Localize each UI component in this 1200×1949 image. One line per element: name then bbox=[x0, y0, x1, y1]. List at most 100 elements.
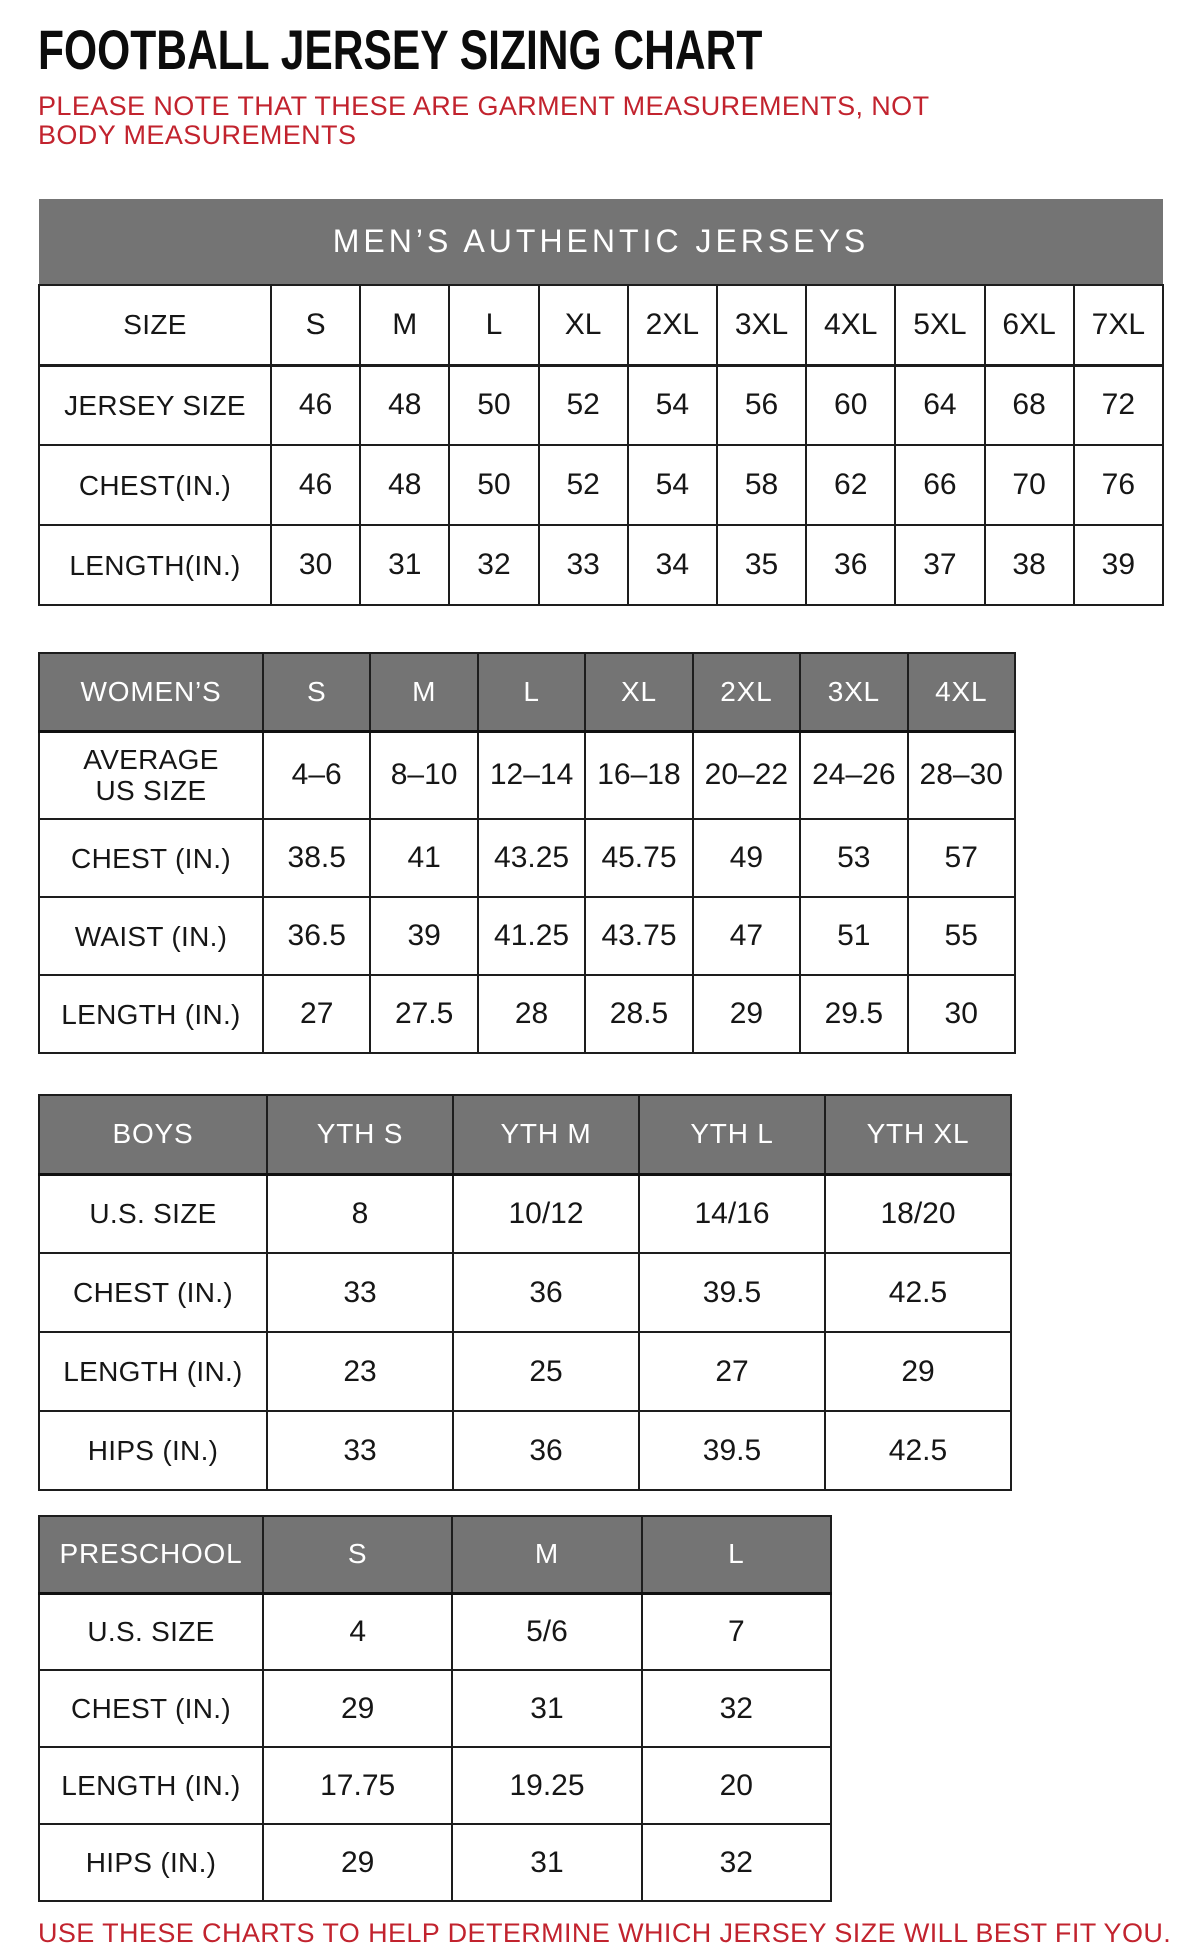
preschool-value-cell: 29 bbox=[261, 1669, 454, 1749]
womens-row-label: WAIST (IN.) bbox=[38, 896, 264, 977]
womens-value-cell: 27.5 bbox=[369, 974, 479, 1055]
page-title: FOOTBALL JERSEY SIZING CHART bbox=[38, 18, 763, 81]
mens-table: MEN’S AUTHENTIC JERSEYS SIZE S M L XL 2XL 3XL 4X… bbox=[38, 199, 1165, 607]
preschool-row-label: HIPS (IN.) bbox=[38, 1823, 264, 1903]
mens-value-cell: 62 bbox=[805, 444, 897, 527]
womens-value-cell: 29 bbox=[691, 974, 802, 1055]
preschool-value-cell: 17.75 bbox=[261, 1746, 454, 1826]
boys-value-cell: 18/20 bbox=[824, 1173, 1012, 1255]
mens-row-label: JERSEY SIZE bbox=[38, 364, 272, 447]
preschool-header-cell: L bbox=[640, 1515, 832, 1595]
mens-value-cell: 52 bbox=[537, 444, 629, 527]
womens-value-cell: 55 bbox=[906, 896, 1016, 977]
mens-value-cell: 48 bbox=[359, 364, 451, 447]
mens-value-cell: 54 bbox=[626, 364, 718, 447]
womens-value-cell: 24–26 bbox=[799, 730, 909, 821]
mens-value-cell: 50 bbox=[448, 364, 540, 447]
mens-value-cell: 30 bbox=[269, 524, 362, 607]
mens-value-cell: 46 bbox=[269, 364, 362, 447]
womens-value-cell: 57 bbox=[906, 818, 1016, 899]
boys-value-cell: 10/12 bbox=[452, 1173, 640, 1255]
mens-value-cell: XL bbox=[537, 284, 629, 367]
boys-row-label: HIPS (IN.) bbox=[38, 1410, 268, 1492]
mens-value-cell: 48 bbox=[359, 444, 451, 527]
boys-header-cell: YTH XL bbox=[824, 1094, 1012, 1176]
boys-header-label: BOYS bbox=[38, 1094, 268, 1176]
womens-header-cell: 2XL bbox=[691, 652, 802, 733]
womens-value-cell: 38.5 bbox=[261, 818, 372, 899]
preschool-row-label: CHEST (IN.) bbox=[38, 1669, 264, 1749]
mens-value-cell: 46 bbox=[269, 444, 362, 527]
womens-value-cell: 39 bbox=[369, 896, 479, 977]
womens-value-cell: 41.25 bbox=[476, 896, 587, 977]
boys-value-cell: 36 bbox=[452, 1410, 640, 1492]
mens-value-cell: 38 bbox=[983, 524, 1075, 607]
womens-value-cell: 12–14 bbox=[476, 730, 587, 821]
mens-value-cell: 3XL bbox=[715, 284, 808, 367]
mens-value-cell: 6XL bbox=[983, 284, 1075, 367]
mens-value-cell: 72 bbox=[1072, 364, 1165, 447]
mens-row-label: CHEST(IN.) bbox=[38, 444, 272, 527]
womens-value-cell: 4–6 bbox=[261, 730, 372, 821]
preschool-value-cell: 31 bbox=[451, 1823, 643, 1903]
boys-value-cell: 33 bbox=[266, 1410, 454, 1492]
womens-header-cell: L bbox=[476, 652, 587, 733]
womens-value-cell: 28.5 bbox=[584, 974, 694, 1055]
mens-value-cell: 60 bbox=[805, 364, 897, 447]
mens-value-cell: 50 bbox=[448, 444, 540, 527]
mens-value-cell: 34 bbox=[626, 524, 718, 607]
womens-header-cell: 3XL bbox=[799, 652, 909, 733]
mens-value-cell: 64 bbox=[894, 364, 986, 447]
womens-value-cell: 41 bbox=[369, 818, 479, 899]
preschool-value-cell: 32 bbox=[640, 1823, 832, 1903]
preschool-table: PRESCHOOL S M L U.S. SIZE 4 5/6 7 CHEST (IN.) 29 3… bbox=[38, 1515, 832, 1903]
mens-value-cell: S bbox=[269, 284, 362, 367]
boys-row-label: LENGTH (IN.) bbox=[38, 1331, 268, 1413]
womens-header-cell: M bbox=[369, 652, 479, 733]
womens-value-cell: 47 bbox=[691, 896, 802, 977]
mens-value-cell: 35 bbox=[715, 524, 808, 607]
mens-value-cell: 37 bbox=[894, 524, 986, 607]
boys-value-cell: 29 bbox=[824, 1331, 1012, 1413]
tables-container: MEN’S AUTHENTIC JERSEYS SIZE S M L XL 2XL 3XL 4X… bbox=[38, 199, 1172, 1903]
mens-value-cell: 56 bbox=[715, 364, 808, 447]
womens-row-label: CHEST (IN.) bbox=[38, 818, 264, 899]
preschool-row-label: U.S. SIZE bbox=[38, 1592, 264, 1672]
boys-value-cell: 42.5 bbox=[824, 1410, 1012, 1492]
womens-value-cell: 51 bbox=[799, 896, 909, 977]
footer-note: USE THESE CHARTS TO HELP DETERMINE WHICH… bbox=[38, 1918, 1172, 1949]
womens-value-cell: 43.75 bbox=[584, 896, 694, 977]
preschool-value-cell: 32 bbox=[640, 1669, 832, 1749]
mens-value-cell: 7XL bbox=[1072, 284, 1165, 367]
womens-value-cell: 29.5 bbox=[799, 974, 909, 1055]
boys-value-cell: 25 bbox=[452, 1331, 640, 1413]
mens-value-cell: 31 bbox=[359, 524, 451, 607]
boys-value-cell: 27 bbox=[638, 1331, 826, 1413]
boys-value-cell: 42.5 bbox=[824, 1252, 1012, 1334]
mens-value-cell: 54 bbox=[626, 444, 718, 527]
womens-value-cell: 28 bbox=[476, 974, 587, 1055]
womens-row-label: AVERAGE US SIZE bbox=[38, 730, 264, 821]
page-subtitle: PLEASE NOTE THAT THESE ARE GARMENT MEASU… bbox=[38, 91, 929, 150]
womens-header-cell: XL bbox=[584, 652, 694, 733]
womens-header-cell: 4XL bbox=[906, 652, 1016, 733]
womens-value-cell: 53 bbox=[799, 818, 909, 899]
mens-value-cell: 5XL bbox=[894, 284, 986, 367]
boys-value-cell: 39.5 bbox=[638, 1252, 826, 1334]
mens-value-cell: 39 bbox=[1072, 524, 1165, 607]
preschool-value-cell: 31 bbox=[451, 1669, 643, 1749]
mens-row-label: SIZE bbox=[38, 284, 272, 367]
preschool-value-cell: 5/6 bbox=[451, 1592, 643, 1672]
mens-value-cell: L bbox=[448, 284, 540, 367]
womens-row-label: LENGTH (IN.) bbox=[38, 974, 264, 1055]
preschool-header-cell: M bbox=[451, 1515, 643, 1595]
mens-value-cell: 2XL bbox=[626, 284, 718, 367]
boys-header-cell: YTH M bbox=[452, 1094, 640, 1176]
preschool-value-cell: 29 bbox=[261, 1823, 454, 1903]
womens-value-cell: 45.75 bbox=[584, 818, 694, 899]
boys-header-cell: YTH L bbox=[638, 1094, 826, 1176]
boys-row-label: U.S. SIZE bbox=[38, 1173, 268, 1255]
preschool-header-cell: S bbox=[261, 1515, 454, 1595]
mens-value-cell: 68 bbox=[983, 364, 1075, 447]
